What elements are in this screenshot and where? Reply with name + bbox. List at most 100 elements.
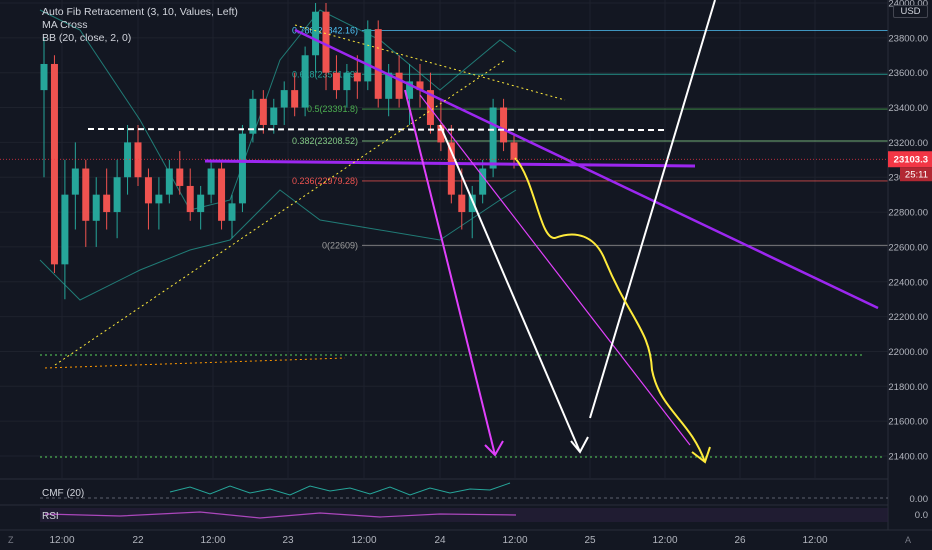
magenta-projection-line-1 bbox=[404, 89, 496, 456]
fib-level-label: 0.618(23591.09) bbox=[292, 69, 358, 79]
dashed-level-line bbox=[87, 128, 666, 131]
white-projection-up bbox=[589, 0, 716, 419]
time-tick-label: 24 bbox=[434, 535, 446, 546]
candle-body bbox=[249, 98, 257, 134]
rsi-line bbox=[44, 511, 517, 519]
candle-body bbox=[155, 194, 163, 204]
legend-ma-cross[interactable]: MA Cross bbox=[42, 19, 88, 31]
legend-bb[interactable]: BB (20, close, 2, 0) bbox=[42, 32, 132, 44]
candle-body bbox=[280, 90, 288, 108]
candle-body bbox=[92, 194, 100, 221]
descending-trendline bbox=[294, 28, 879, 310]
candle-body bbox=[322, 11, 330, 73]
candle-body bbox=[291, 90, 299, 108]
arrowhead bbox=[570, 436, 589, 454]
fib-level-label: 0.5(23391.8) bbox=[307, 104, 358, 114]
dotted-falling-line bbox=[294, 24, 566, 101]
magenta-projection-line-2 bbox=[419, 94, 691, 446]
legend-fib[interactable]: Auto Fib Retracement (3, 10, Values, Lef… bbox=[42, 6, 238, 18]
time-tick-label: 22 bbox=[132, 535, 144, 546]
bollinger-bands bbox=[39, 9, 517, 301]
candle-body bbox=[144, 177, 152, 204]
cmf-line bbox=[169, 482, 511, 496]
candle-body bbox=[71, 168, 79, 195]
candle-body bbox=[437, 124, 445, 143]
candle-body bbox=[50, 63, 58, 265]
candle-body bbox=[395, 72, 403, 99]
fib-level-label: 0.382(23208.52) bbox=[292, 136, 358, 146]
candle-body bbox=[458, 194, 466, 213]
time-tick-label: 25 bbox=[584, 535, 596, 546]
rsi-label: RSI bbox=[42, 511, 59, 522]
time-tick-label: 12:00 bbox=[802, 535, 827, 546]
bb-upper bbox=[39, 9, 517, 211]
candle-body bbox=[134, 142, 142, 178]
candle-body bbox=[426, 90, 434, 125]
candle-body bbox=[374, 29, 382, 99]
candle-body bbox=[82, 168, 90, 221]
price-tick-label: 22200.00 bbox=[888, 312, 928, 323]
candle-body bbox=[186, 185, 194, 213]
candle-body bbox=[103, 194, 111, 213]
time-axis[interactable]: 12:00 22 12:00 23 12:00 24 12:00 25 12:00 26 12:00… bbox=[0, 529, 932, 546]
price-tick-label: 23200.00 bbox=[888, 138, 928, 149]
time-tick-label: 12:00 bbox=[351, 535, 376, 546]
horizontal-support-line bbox=[204, 159, 696, 168]
candle-body bbox=[259, 98, 267, 125]
cmf-value: 0.00 bbox=[910, 494, 929, 505]
candle-body bbox=[301, 55, 309, 108]
candle-body bbox=[447, 142, 455, 195]
auto-scale-label: A bbox=[905, 535, 911, 545]
price-tick-label: 23800.00 bbox=[888, 33, 928, 44]
countdown-label: 25:11 bbox=[905, 170, 928, 181]
time-tick-label: 23 bbox=[282, 535, 294, 546]
fib-level-label: 0.236(22979.28) bbox=[292, 176, 358, 186]
candle-body bbox=[500, 107, 508, 143]
price-tick-label: 24000.00 bbox=[888, 0, 928, 10]
time-tick-label: 12:00 bbox=[502, 535, 527, 546]
indicator-panes: CMF (20) 0.00 RSI 0.0 bbox=[0, 478, 929, 522]
candles bbox=[40, 3, 518, 300]
candle-body bbox=[61, 194, 69, 265]
price-tick-label: 22000.00 bbox=[888, 347, 928, 358]
dotted-orange-line bbox=[44, 357, 346, 369]
currency-badge[interactable]: USD bbox=[893, 5, 928, 18]
arrowhead bbox=[691, 446, 711, 464]
bb-lower bbox=[39, 189, 517, 301]
candle-body bbox=[312, 11, 320, 56]
time-tick-label: 26 bbox=[734, 535, 746, 546]
candle-body bbox=[40, 63, 48, 91]
candle-body bbox=[270, 107, 278, 125]
price-tick-label: 21800.00 bbox=[888, 382, 928, 393]
time-tick-label: 12:00 bbox=[49, 535, 74, 546]
candle-body bbox=[353, 72, 361, 82]
price-tick-label: 22800.00 bbox=[888, 208, 928, 219]
rsi-band bbox=[40, 508, 888, 522]
candle-body bbox=[510, 142, 518, 160]
candle-body bbox=[218, 168, 226, 221]
price-tick-label: 21400.00 bbox=[888, 452, 928, 463]
price-tick-label: 23400.00 bbox=[888, 103, 928, 114]
candle-body bbox=[406, 81, 414, 99]
dotted-rising-line bbox=[54, 59, 506, 366]
cmf-label: CMF (20) bbox=[42, 488, 84, 499]
current-price-badge bbox=[888, 151, 932, 168]
candle-body bbox=[228, 203, 236, 221]
candle-body bbox=[176, 168, 184, 186]
current-price-label: 23103.3 bbox=[894, 155, 928, 166]
candle-body bbox=[197, 194, 205, 213]
price-axis[interactable]: 24000.00 23800.00 23600.00 23400.00 23200.00… bbox=[0, 0, 932, 530]
candle-body bbox=[165, 168, 173, 195]
fib-level-label: 0(22609) bbox=[322, 240, 358, 250]
yellow-projection-path bbox=[514, 157, 706, 463]
price-tick-label: 23600.00 bbox=[888, 68, 928, 79]
candle-body bbox=[489, 107, 497, 169]
price-tick-label: 22400.00 bbox=[888, 277, 928, 288]
candle-body bbox=[416, 81, 424, 91]
candle-body bbox=[364, 29, 372, 82]
candle-body bbox=[385, 72, 393, 99]
indicator-legend: Auto Fib Retracement (3, 10, Values, Lef… bbox=[42, 6, 238, 45]
candle-body bbox=[113, 177, 121, 213]
